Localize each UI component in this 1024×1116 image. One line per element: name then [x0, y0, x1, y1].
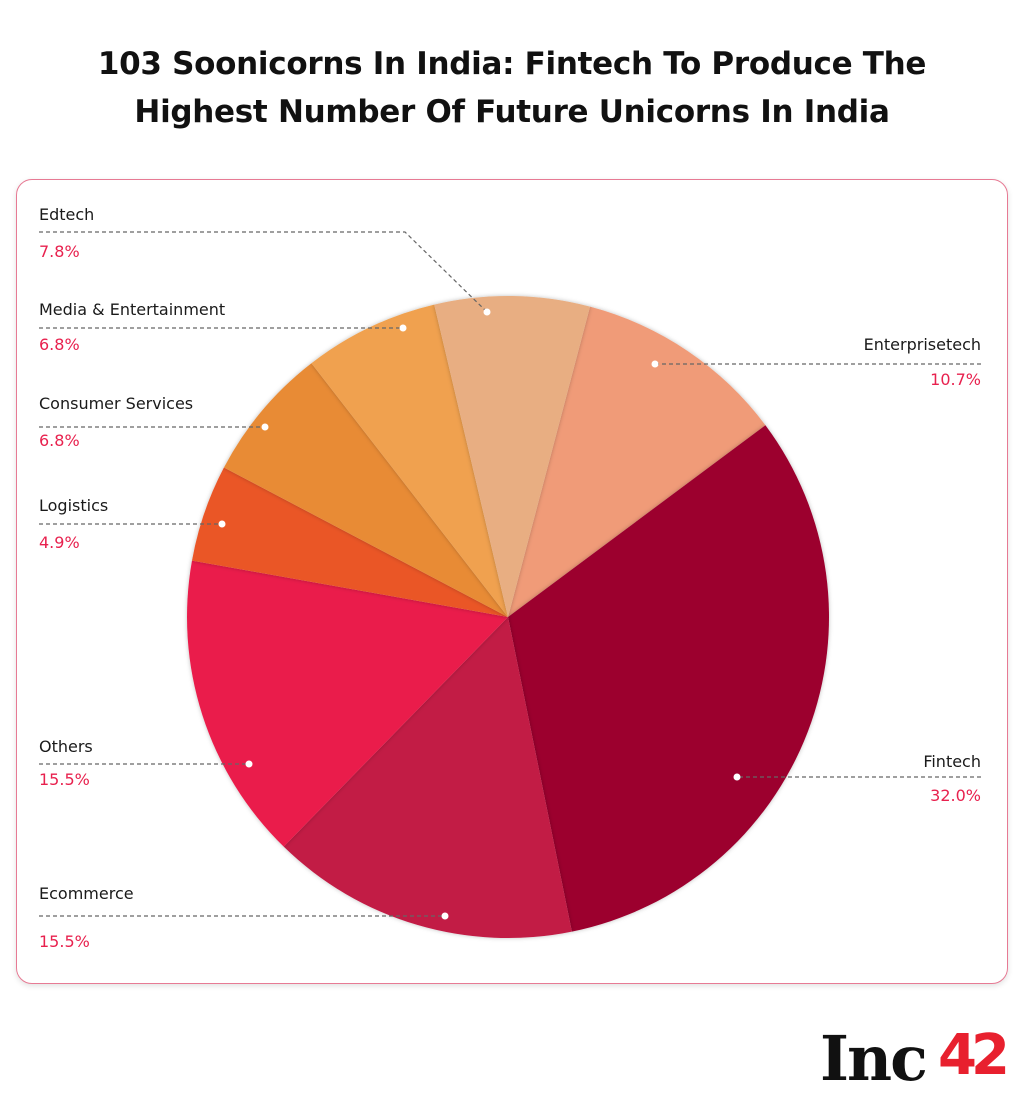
- leader-dot-consumer-services: [261, 423, 269, 431]
- chart-title-line-1: 103 Soonicorns In India: Fintech To Prod…: [97, 46, 927, 82]
- leader-dot-edtech: [483, 308, 491, 316]
- svg-text:Inc: Inc: [820, 1022, 926, 1088]
- slice-label-fintech: Fintech: [923, 752, 981, 771]
- slice-value-fintech: 32.0%: [930, 786, 981, 805]
- slice-label-enterprisetech: Enterprisetech: [864, 335, 981, 354]
- slice-label-media-entertainment: Media & Entertainment: [39, 300, 225, 319]
- slice-label-edtech: Edtech: [39, 205, 94, 224]
- pie-slice-media-entertainment: [311, 304, 508, 617]
- slice-value-edtech: 7.8%: [39, 242, 80, 261]
- svg-text:42: 42: [938, 1023, 1006, 1088]
- slice-label-others: Others: [39, 737, 93, 756]
- leader-dot-logistics: [218, 520, 226, 528]
- chart-title: 103 Soonicorns In India: Fintech To Prod…: [0, 40, 1024, 136]
- slice-label-logistics: Logistics: [39, 496, 108, 515]
- pie-slice-fintech: [508, 425, 829, 932]
- leader-dot-others: [245, 760, 253, 768]
- slice-value-others: 15.5%: [39, 770, 90, 789]
- pie-slice-edtech: [434, 296, 590, 617]
- chart-title-line-2: Highest Number Of Future Unicorns In Ind…: [134, 94, 890, 130]
- leader-line-edtech: [39, 231, 488, 313]
- pie-slice-ecommerce: [283, 617, 572, 938]
- pie-slice-consumer-services: [223, 363, 508, 617]
- inc42-logo-mark: Inc 42: [820, 1022, 1010, 1088]
- inc42-logo: Inc 42: [820, 1022, 1010, 1088]
- slice-value-media-entertainment: 6.8%: [39, 335, 80, 354]
- leader-dot-enterprisetech: [651, 360, 659, 368]
- leader-dot-media-entertainment: [399, 324, 407, 332]
- slice-value-consumer-services: 6.8%: [39, 431, 80, 450]
- slice-label-ecommerce: Ecommerce: [39, 884, 134, 903]
- leader-dot-fintech: [733, 773, 741, 781]
- pie-slice-logistics: [191, 467, 509, 617]
- slice-value-ecommerce: 15.5%: [39, 932, 90, 951]
- pie-slice-enterprisetech: [508, 306, 766, 617]
- leader-dot-ecommerce: [441, 912, 449, 920]
- slice-label-consumer-services: Consumer Services: [39, 394, 193, 413]
- slice-value-enterprisetech: 10.7%: [930, 370, 981, 389]
- slice-value-logistics: 4.9%: [39, 533, 80, 552]
- pie-slice-others: [187, 560, 509, 847]
